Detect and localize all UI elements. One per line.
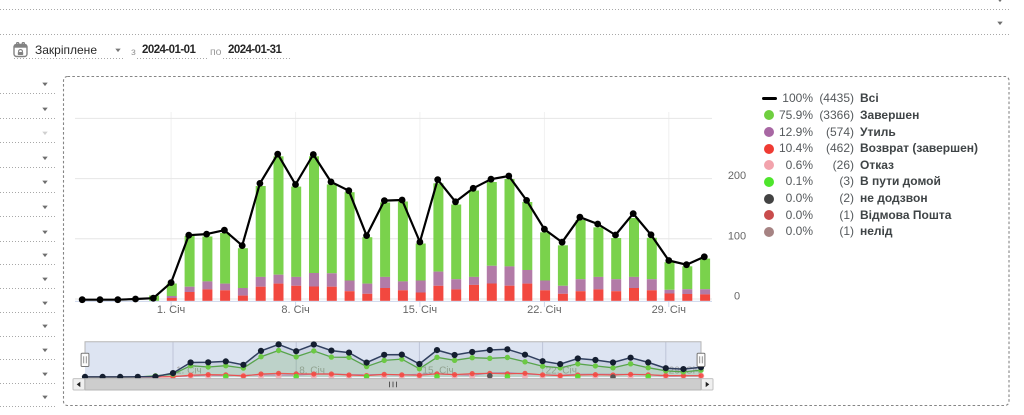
svg-text:0: 0: [734, 291, 740, 303]
svg-text:15. Січ: 15. Січ: [403, 304, 437, 316]
svg-text:200: 200: [728, 170, 746, 182]
svg-text:8. Січ: 8. Січ: [281, 304, 309, 316]
svg-text:8. Січ: 8. Січ: [299, 366, 325, 377]
svg-text:1. Січ: 1. Січ: [157, 304, 185, 316]
svg-text:29. Січ: 29. Січ: [652, 304, 686, 316]
svg-text:22. Січ: 22. Січ: [527, 304, 561, 316]
svg-text:1. Січ: 1. Січ: [176, 366, 202, 377]
svg-text:15. Січ: 15. Січ: [422, 366, 453, 377]
svg-text:100: 100: [728, 230, 746, 242]
svg-text:22. Січ: 22. Січ: [546, 366, 577, 377]
